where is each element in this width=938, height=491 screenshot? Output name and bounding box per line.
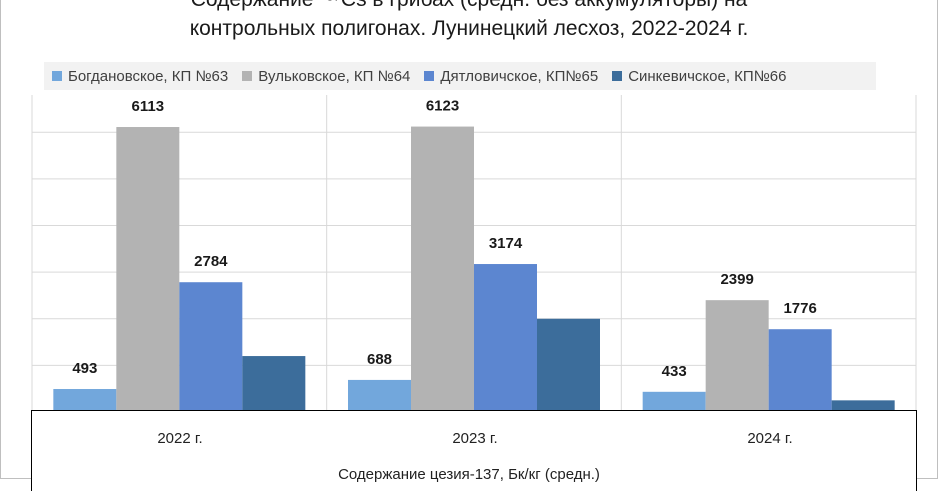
legend-item-2: Вулько­вское, КП №64 xyxy=(242,68,410,85)
data-label-s1-c2: 688 xyxy=(367,351,392,368)
x-tick-label-2022: 2022 г. xyxy=(157,430,203,447)
bar-s3-c2 xyxy=(474,264,537,412)
legend-item-3: Дятловичское, КП№65 xyxy=(424,68,598,85)
legend-label-4: Синкевичское, КП№66 xyxy=(628,67,787,85)
legend-label-3: Дятловичское, КП№65 xyxy=(440,67,599,85)
data-label-s2-c2: 6123 xyxy=(426,98,459,115)
plot-area: 493 6113 2784 688 6123 3174 433 2399 1776 xyxy=(31,95,917,413)
x-tick-label-2024: 2024 г. xyxy=(747,430,793,447)
legend-item-4: Синкевичское, КП№66 xyxy=(612,68,786,85)
bar-s4-c3 xyxy=(831,400,895,412)
data-label-s2-c1: 6113 xyxy=(132,98,165,115)
bar-s1-c3 xyxy=(642,391,706,412)
bar-s2-c3 xyxy=(705,300,769,412)
data-label-s3-c3: 1776 xyxy=(783,300,816,317)
legend-swatch-2 xyxy=(242,71,253,81)
data-label-s1-c3: 433 xyxy=(662,363,687,380)
bar-s1-c2 xyxy=(348,379,411,412)
data-label-s3-c1: 2784 xyxy=(194,253,228,270)
data-label-s3-c2: 3174 xyxy=(489,235,523,252)
x-axis-box xyxy=(31,410,917,491)
x-axis-title: Содержание цезия-137, Бк/кг (средн.) xyxy=(338,466,600,483)
legend-label-1: Богдановское, КП №63 xyxy=(68,67,229,85)
data-label-s2-c3: 2399 xyxy=(720,271,753,288)
legend-label-2: Вулько­вское, КП №64 xyxy=(258,67,411,85)
legend-item-1: Богдановское, КП №63 xyxy=(52,68,228,85)
legend-swatch-4 xyxy=(612,71,623,81)
bar-s4-c2 xyxy=(537,318,600,412)
chart-legend: Богдановское, КП №63 Вулько­вское, КП №6… xyxy=(44,62,876,90)
chart-title-line2: контрольных полигонах. Лунинецкий лесхоз… xyxy=(189,17,749,40)
bar-s3-c1 xyxy=(179,282,243,412)
x-tick-label-2023: 2023 г. xyxy=(452,430,498,447)
bar-s1-c1 xyxy=(53,389,117,412)
bar-s3-c3 xyxy=(768,329,832,412)
legend-swatch-3 xyxy=(424,71,435,81)
data-label-s1-c1: 493 xyxy=(72,360,97,377)
bar-s2-c1 xyxy=(116,127,180,413)
bar-s4-c1 xyxy=(242,356,306,412)
legend-swatch-1 xyxy=(52,71,62,81)
bar-s2-c2 xyxy=(411,126,474,412)
chart-title-line1: Содержание ¹³⁷Cs в грибах (средн. без ак… xyxy=(0,0,938,12)
